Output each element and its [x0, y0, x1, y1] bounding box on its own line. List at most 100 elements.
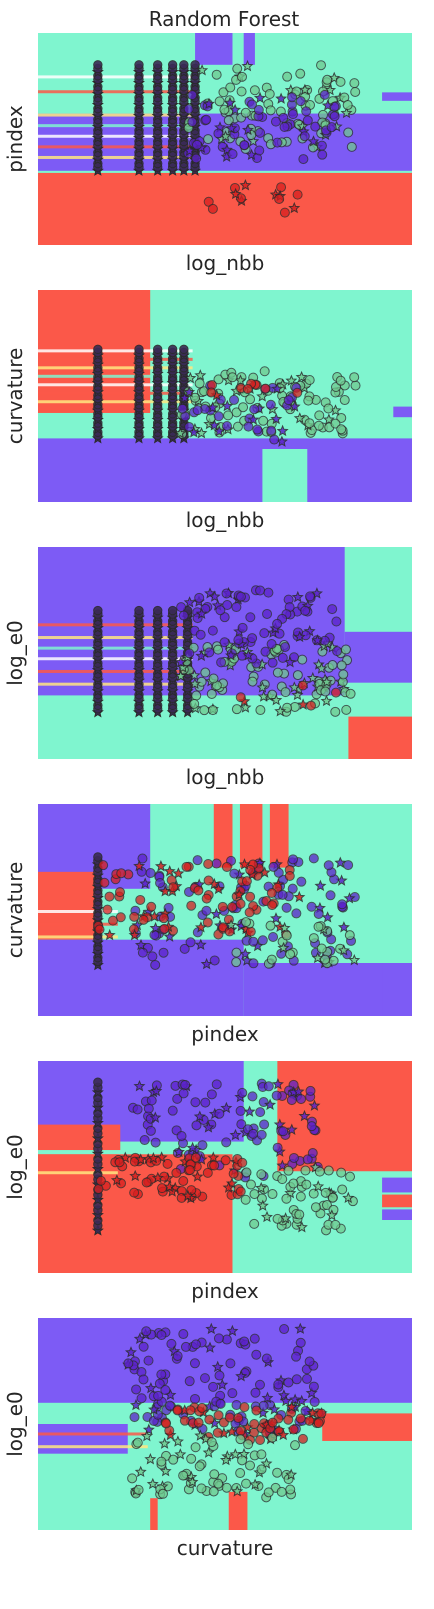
- data-point-star: [276, 424, 289, 437]
- data-point: [186, 900, 197, 911]
- data-point: [115, 887, 126, 898]
- data-point: [207, 203, 218, 214]
- data-point: [168, 1454, 179, 1465]
- data-point: [248, 958, 259, 969]
- data-point: [134, 60, 144, 70]
- data-point: [156, 1330, 167, 1341]
- data-point: [213, 1333, 224, 1344]
- data-point: [178, 1176, 189, 1187]
- data-point: [330, 706, 341, 717]
- data-point: [316, 140, 327, 151]
- data-point: [221, 420, 232, 431]
- data-point-star: [208, 590, 221, 602]
- data-point: [336, 660, 347, 671]
- x-axis-label: pindex: [191, 1022, 259, 1046]
- data-point: [235, 692, 246, 703]
- data-point: [235, 591, 246, 602]
- data-point: [316, 943, 327, 954]
- data-point: [291, 908, 302, 919]
- plot-area: [38, 804, 412, 1016]
- data-point: [190, 1339, 201, 1350]
- data-point: [349, 372, 360, 383]
- data-point-star: [337, 944, 350, 956]
- data-point: [283, 395, 294, 406]
- data-point: [156, 1456, 167, 1467]
- data-point: [152, 344, 163, 355]
- data-point: [138, 1374, 149, 1385]
- data-point-star: [149, 921, 162, 934]
- data-point-star: [188, 677, 201, 690]
- data-point: [264, 88, 275, 99]
- data-point: [201, 893, 212, 904]
- data-point-star: [216, 1378, 229, 1390]
- data-point: [186, 1453, 197, 1464]
- data-point: [172, 1405, 183, 1416]
- data-point: [206, 1437, 217, 1448]
- data-point: [147, 951, 158, 962]
- data-point: [191, 153, 202, 164]
- data-point: [300, 605, 311, 616]
- data-point: [328, 955, 339, 966]
- data-point: [267, 1432, 278, 1443]
- data-point-star: [271, 1077, 284, 1090]
- data-point-star: [293, 630, 306, 643]
- data-point: [184, 1165, 195, 1176]
- data-point: [323, 403, 334, 414]
- plot-area: [38, 1061, 412, 1273]
- data-point: [215, 605, 226, 616]
- data-point: [251, 1405, 262, 1416]
- data-point: [255, 1435, 266, 1446]
- decision-region: [243, 33, 255, 65]
- data-point: [247, 676, 258, 687]
- data-point: [320, 1187, 331, 1198]
- data-point-star: [255, 1181, 268, 1194]
- data-point: [137, 853, 148, 864]
- data-point: [336, 1167, 347, 1178]
- boundary-stripe: [38, 623, 193, 627]
- y-axis-label: pindex: [3, 105, 27, 173]
- data-point: [206, 387, 217, 398]
- data-point-star: [249, 1478, 262, 1490]
- data-point: [255, 127, 266, 138]
- data-point: [299, 131, 310, 142]
- data-point: [156, 1369, 167, 1380]
- boundary-stripe: [38, 383, 193, 387]
- data-point-star: [225, 918, 238, 931]
- data-point-star: [134, 1153, 147, 1165]
- decision-region: [262, 449, 308, 502]
- data-point: [304, 418, 315, 429]
- data-point: [132, 1104, 143, 1115]
- data-point-star: [293, 412, 306, 424]
- data-point-star: [148, 910, 161, 922]
- data-point: [220, 1155, 231, 1166]
- data-point: [279, 122, 290, 133]
- data-point: [208, 673, 219, 684]
- data-point: [212, 1427, 223, 1438]
- data-point: [297, 1433, 308, 1444]
- plot-area: [38, 1318, 412, 1530]
- data-point: [217, 901, 228, 912]
- data-point: [196, 1483, 207, 1494]
- data-point: [224, 1412, 235, 1423]
- data-point: [242, 384, 253, 395]
- data-point: [249, 85, 260, 96]
- data-point-star: [225, 122, 238, 134]
- data-point: [267, 1189, 278, 1200]
- data-point: [286, 1095, 297, 1106]
- data-point: [260, 646, 271, 657]
- data-point: [179, 943, 190, 954]
- data-point-star: [241, 123, 254, 136]
- data-point: [250, 1387, 261, 1398]
- data-point: [287, 883, 298, 894]
- figure-title: Random Forest: [149, 7, 300, 31]
- data-point: [202, 917, 213, 928]
- decision-region: [195, 33, 233, 65]
- boundary-stripe: [38, 657, 193, 661]
- data-point: [206, 688, 217, 699]
- data-point: [238, 402, 249, 413]
- data-point: [256, 1169, 267, 1180]
- data-point-star: [271, 382, 284, 394]
- data-point: [193, 1417, 204, 1428]
- decision-region: [38, 1124, 121, 1151]
- data-point-star: [285, 1123, 298, 1135]
